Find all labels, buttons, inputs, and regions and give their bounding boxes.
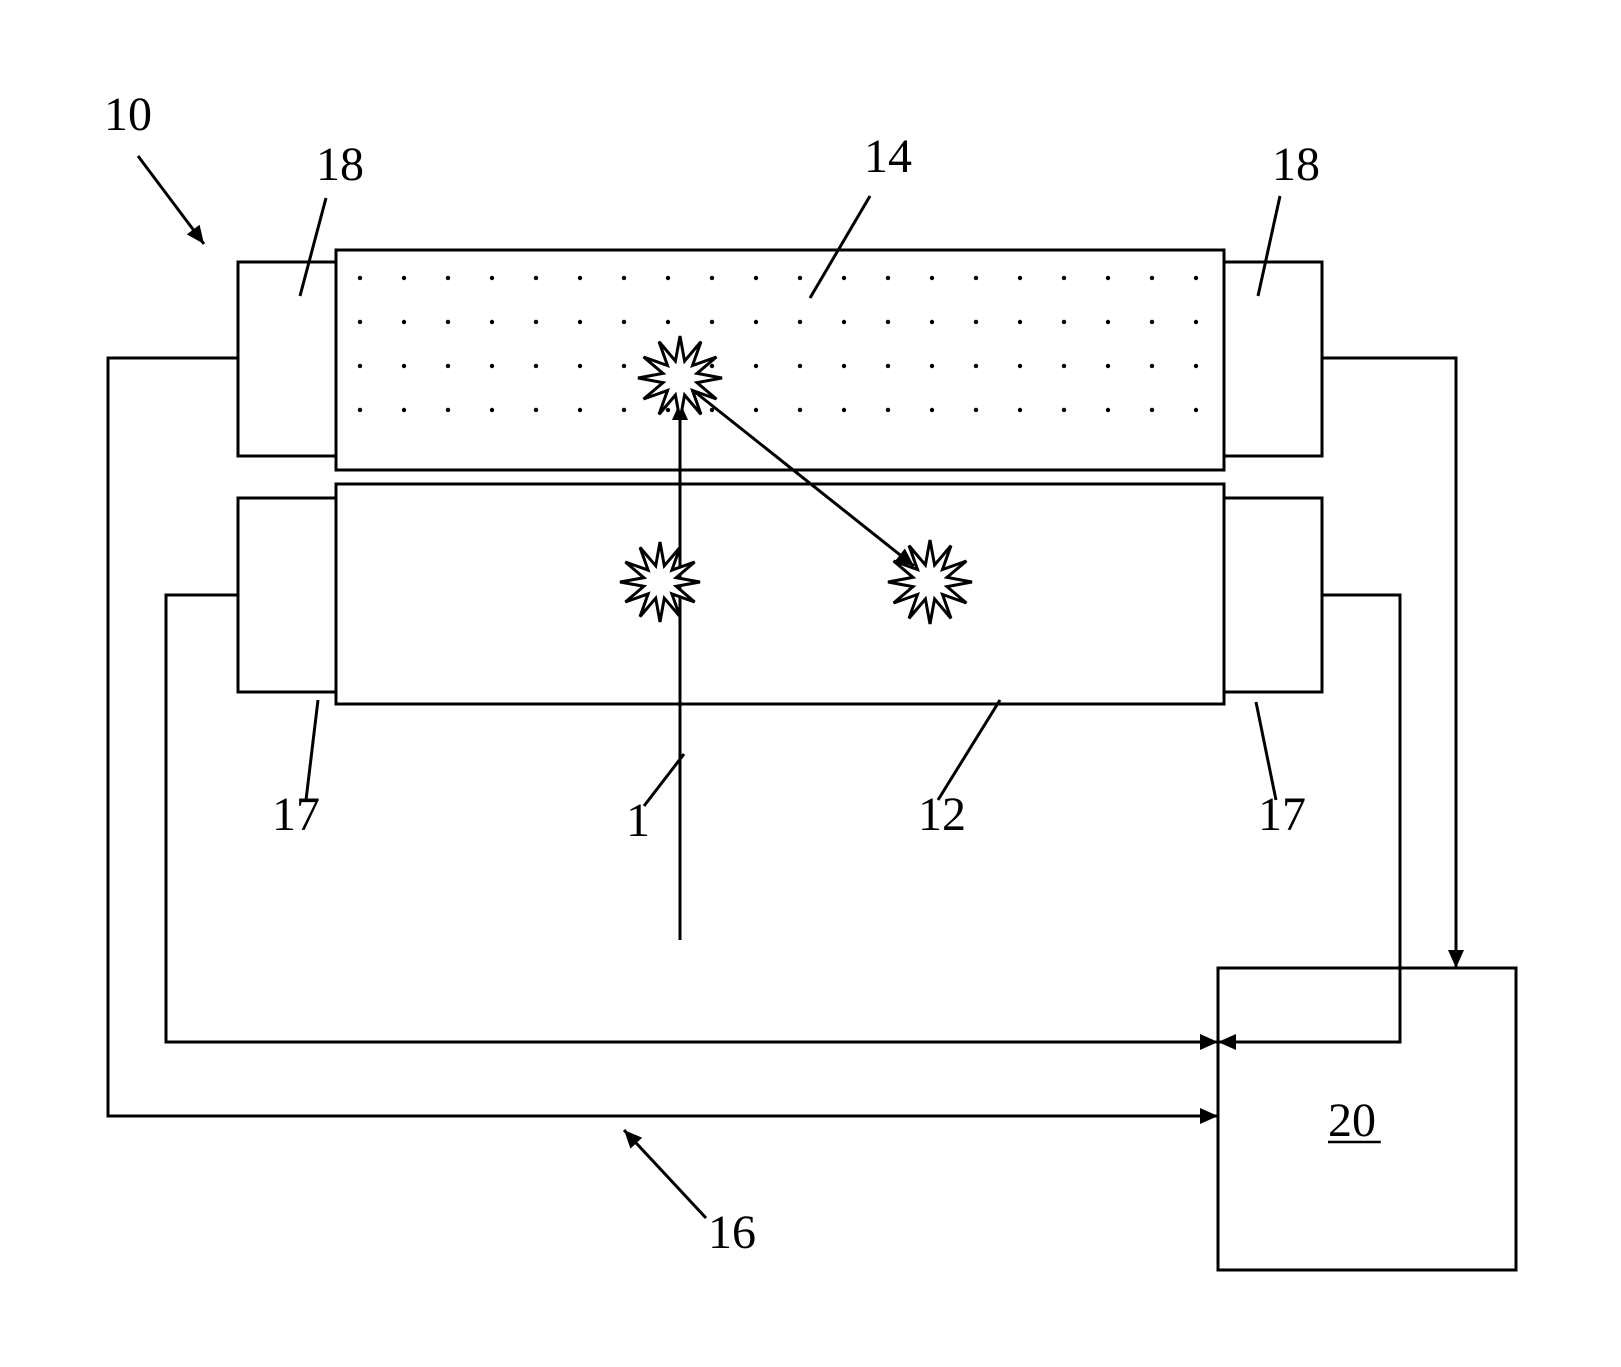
leader-14: [810, 196, 870, 298]
interaction-burst-1: [638, 336, 722, 420]
label-16: 16: [708, 1206, 756, 1259]
wire-from-17R: [1218, 595, 1400, 1042]
label-17-right: 17: [1258, 788, 1306, 841]
label-14: 14: [864, 130, 912, 183]
interaction-burst-3: [888, 540, 972, 624]
label-20: 20: [1328, 1094, 1376, 1147]
endcap-18-right: [1224, 262, 1322, 456]
scatter-arrow: [690, 388, 914, 566]
endcap-17-left: [238, 498, 336, 692]
label-18-right: 18: [1272, 138, 1320, 191]
wire-from-17L: [166, 595, 1218, 1042]
leader-16: [624, 1130, 706, 1218]
leader-18L: [300, 198, 326, 296]
endcap-17-right: [1224, 498, 1322, 692]
label-12: 12: [918, 788, 966, 841]
leader-17L: [306, 700, 318, 800]
endcap-18-left: [238, 262, 336, 456]
leader-17R: [1256, 702, 1276, 800]
label-1: 1: [626, 794, 650, 847]
wire-from-18L: [108, 358, 1218, 1116]
label-10: 10: [104, 88, 152, 141]
interaction-burst-2: [620, 542, 700, 622]
leader-18R: [1258, 196, 1280, 296]
label-17-left: 17: [272, 788, 320, 841]
wire-from-18R: [1322, 358, 1456, 968]
label-18-left: 18: [316, 138, 364, 191]
upper-slab-dot-fill: [358, 276, 1198, 412]
lower-slab: [336, 484, 1224, 704]
leader-1: [644, 754, 684, 806]
upper-slab: [336, 250, 1224, 470]
leader-12: [938, 700, 1000, 800]
